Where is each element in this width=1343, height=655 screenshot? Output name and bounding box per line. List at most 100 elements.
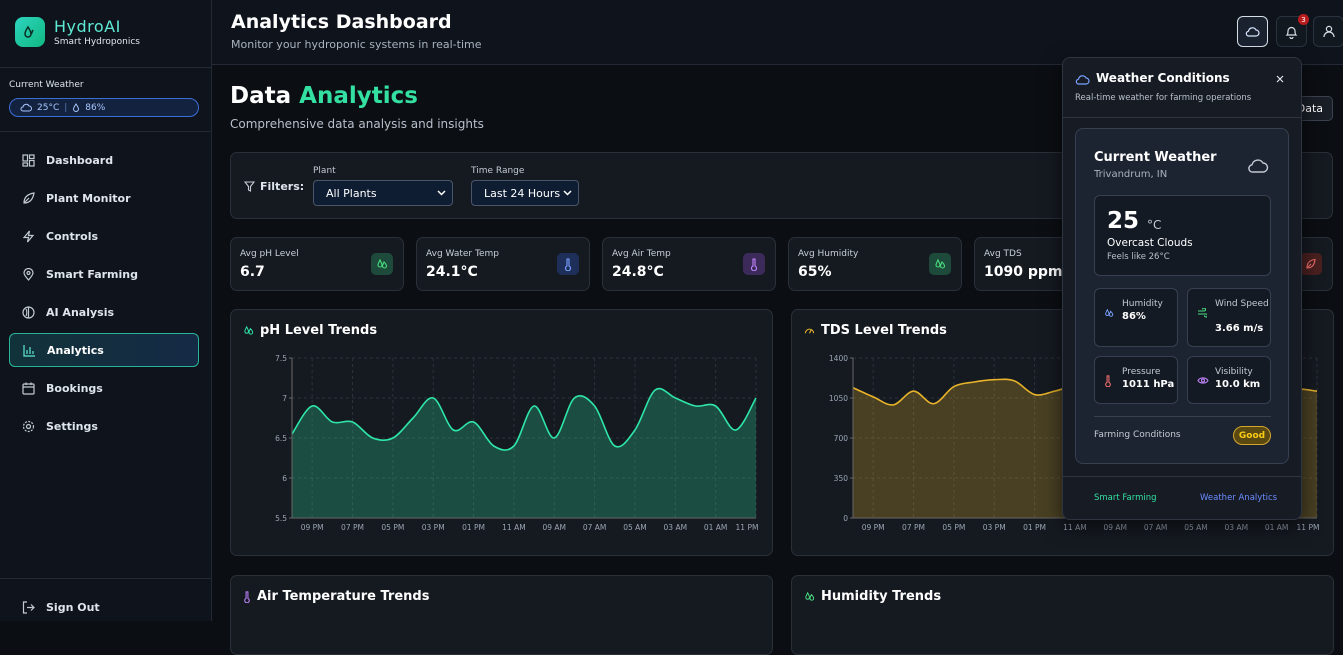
nav-item[interactable]: Settings: [9, 409, 199, 443]
metric-card: Pressure 1011 hPa: [1094, 356, 1178, 404]
farming-label: Farming Conditions: [1094, 430, 1181, 440]
metric-value: 86%: [1122, 311, 1146, 322]
y-tick-label: 7: [282, 394, 287, 403]
metric-card: Humidity 86%: [1094, 288, 1178, 347]
x-tick-label: 03 PM: [422, 523, 445, 532]
x-tick-label: 03 PM: [983, 523, 1006, 532]
stat-card: Avg Water Temp 24.1°C: [416, 237, 590, 291]
divider: [1094, 416, 1271, 417]
x-tick-label: 11 AM: [1063, 523, 1087, 532]
page-title-main: Data: [230, 83, 292, 109]
nav-item[interactable]: Smart Farming: [9, 257, 199, 291]
nav-item[interactable]: Bookings: [9, 371, 199, 405]
current-weather-card: Current Weather Trivandrum, IN 25 °C Ove…: [1075, 128, 1289, 464]
temperature: 25: [1107, 208, 1140, 234]
metric-label: Visibility: [1215, 367, 1253, 377]
x-tick-label: 09 AM: [542, 523, 566, 532]
brand-subtitle: Smart Hydroponics: [54, 37, 140, 47]
sign-out[interactable]: Sign Out: [9, 590, 199, 624]
y-tick-label: 1050: [829, 394, 848, 403]
card-title: Current Weather: [1094, 150, 1217, 165]
close-button[interactable]: [1276, 75, 1284, 83]
plant-label: Plant: [313, 166, 336, 176]
page-subtitle: Comprehensive data analysis and insights: [230, 117, 484, 131]
x-tick-label: 05 PM: [381, 523, 404, 532]
x-tick-label: 07 PM: [341, 523, 364, 532]
weather-button[interactable]: [1237, 16, 1268, 47]
nav-item[interactable]: Controls: [9, 219, 199, 253]
x-tick-label: 01 AM: [704, 523, 728, 532]
panel-subtitle: Real-time weather for farming operations: [1075, 93, 1252, 103]
nav-item[interactable]: Dashboard: [9, 143, 199, 177]
nav-label: Analytics: [47, 343, 104, 357]
stat-value: 24.1°C: [426, 264, 478, 280]
x-tick-label: 11 AM: [502, 523, 526, 532]
weather-label: Current Weather: [9, 80, 84, 90]
section-card: Air Temperature Trends: [230, 575, 773, 655]
nav-item[interactable]: AI Analysis: [9, 295, 199, 329]
weather-panel: Weather Conditions Real-time weather for…: [1062, 57, 1302, 520]
stat-card: Avg Humidity 65%: [788, 237, 962, 291]
time-range-label: Time Range: [471, 166, 525, 176]
x-tick-label: 05 AM: [1184, 523, 1208, 532]
x-tick-label: 01 AM: [1265, 523, 1289, 532]
stat-value: 6.7: [240, 264, 265, 280]
x-tick-label: 05 AM: [623, 523, 647, 532]
stat-label: Avg TDS: [984, 249, 1022, 259]
section-title: Humidity Trends: [821, 589, 942, 604]
stat-card: Avg pH Level 6.7: [230, 237, 404, 291]
time-range-select[interactable]: Last 24 Hours: [471, 180, 579, 206]
section-title: Air Temperature Trends: [257, 589, 430, 604]
divider: [1063, 476, 1301, 477]
metric-card: Visibility 10.0 km: [1187, 356, 1271, 404]
weather-pill[interactable]: 25°C | 86%: [9, 98, 199, 117]
x-tick-label: 01 PM: [1023, 523, 1046, 532]
nav-label: Bookings: [46, 381, 103, 395]
weather-humidity: 86%: [85, 102, 106, 113]
filters-label: Filters:: [260, 180, 305, 193]
divider: [1063, 117, 1301, 118]
temperature-unit: °C: [1147, 218, 1162, 232]
x-tick-label: 11 PM: [736, 523, 759, 532]
section-heading: Humidity Trends: [804, 589, 941, 604]
stat-label: Avg Humidity: [798, 249, 859, 259]
profile-button[interactable]: [1313, 16, 1343, 47]
panel-link[interactable]: Weather Analytics: [1200, 493, 1278, 503]
y-tick-label: 6: [282, 474, 287, 483]
x-tick-label: 07 AM: [583, 523, 607, 532]
chart-heading: pH Level Trends: [243, 323, 377, 338]
nav-label: Dashboard: [46, 153, 114, 167]
header-subtitle: Monitor your hydroponic systems in real-…: [231, 38, 482, 51]
stat-value: 1090 ppm: [984, 264, 1063, 280]
metric-value: 10.0 km: [1215, 379, 1261, 390]
nav-item-active[interactable]: Analytics: [9, 333, 199, 367]
plant-value: All Plants: [326, 186, 377, 200]
x-tick-label: 09 AM: [1103, 523, 1127, 532]
sign-out-label: Sign Out: [46, 600, 100, 614]
area: [292, 388, 756, 518]
section-card: Humidity Trends: [791, 575, 1334, 655]
header: Analytics Dashboard Monitor your hydropo…: [212, 0, 1343, 65]
stat-value: 65%: [798, 264, 832, 280]
nav-item[interactable]: Plant Monitor: [9, 181, 199, 215]
notifications-button[interactable]: 3: [1276, 14, 1309, 47]
chart-title: pH Level Trends: [260, 323, 378, 338]
x-tick-label: 07 PM: [902, 523, 925, 532]
farming-status: Good: [1233, 426, 1271, 445]
metric-label: Pressure: [1122, 367, 1161, 377]
stat-card: Avg Air Temp 24.8°C: [602, 237, 776, 291]
y-tick-label: 700: [834, 434, 849, 443]
chart-card: pH Level Trends 5.5 6 6.5 7 7.5 09 PM 07 PM 05 …: [230, 309, 773, 556]
temperature-box: 25 °C Overcast Clouds Feels like 26°C: [1094, 195, 1271, 276]
plant-select[interactable]: All Plants: [313, 180, 453, 206]
section-heading: Air Temperature Trends: [243, 589, 429, 604]
panel-link[interactable]: Smart Farming: [1094, 493, 1157, 503]
y-tick-label: 6.5: [275, 434, 287, 443]
page-title-accent: Analytics: [299, 83, 418, 109]
stat-label: Avg Water Temp: [426, 249, 499, 259]
sidebar: HydroAI Smart Hydroponics Current Weathe…: [0, 0, 212, 621]
nav-label: Settings: [46, 419, 98, 433]
condition: Overcast Clouds: [1107, 237, 1193, 249]
notification-badge: 3: [1298, 14, 1309, 25]
